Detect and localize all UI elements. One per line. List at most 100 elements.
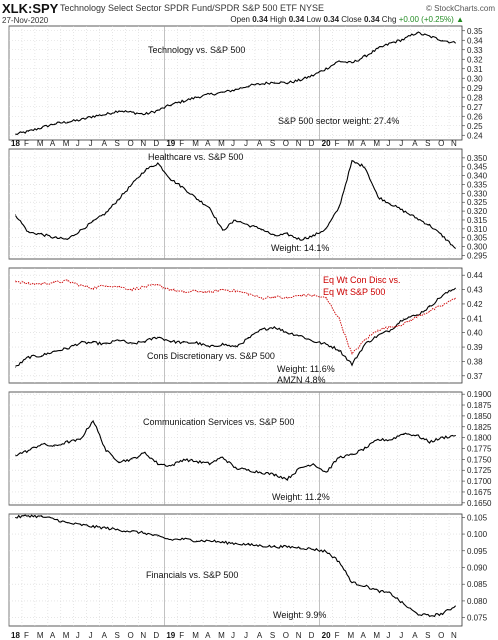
series-line-cons-disc-0: [15, 287, 456, 367]
x-axis-label-bottom: M: [37, 631, 44, 640]
data-point: [28, 131, 29, 132]
data-point: [118, 529, 120, 531]
data-point: [390, 203, 392, 205]
data-point: [222, 289, 223, 290]
y-tick-label-cons-disc: 0.42: [467, 300, 483, 309]
data-point: [442, 39, 443, 41]
data-point: [157, 536, 159, 537]
data-point: [390, 593, 392, 594]
x-axis-label-bottom: O: [438, 631, 444, 640]
data-point: [338, 561, 340, 562]
x-axis-label-top: A: [205, 139, 211, 148]
x-axis-label-top: S: [270, 139, 275, 148]
data-point: [286, 332, 288, 334]
data-point: [170, 539, 172, 541]
y-tick-label-comm-services: 0.1875: [467, 401, 492, 410]
x-axis-label-top: A: [360, 139, 366, 148]
data-point: [144, 452, 146, 454]
x-axis-label-bottom: N: [140, 631, 146, 640]
y-tick-label-financials: 0.090: [467, 563, 488, 572]
data-point: [222, 92, 223, 93]
data-point: [442, 613, 443, 615]
y-tick-label-tech: 0.29: [467, 84, 483, 93]
data-point: [66, 522, 68, 524]
ohlc-close-key: Close: [341, 15, 362, 24]
data-point: [248, 338, 249, 339]
x-axis-label-bottom: F: [24, 631, 29, 640]
x-axis-label-bottom: A: [102, 631, 108, 640]
data-point: [79, 342, 81, 344]
data-point: [235, 346, 236, 348]
x-axis-label-top: F: [335, 139, 340, 148]
x-axis-label-bottom: A: [205, 631, 211, 640]
y-tick-label-tech: 0.28: [467, 93, 483, 102]
y-tick-label-tech: 0.27: [467, 103, 483, 112]
series-line-tech-0: [15, 31, 456, 136]
panel-financials: 0.105 0.100 0.095 0.090 0.085 0.080 0.075 Finan…: [8, 513, 488, 627]
data-point: [209, 207, 211, 208]
data-point: [144, 340, 146, 342]
data-point: [248, 544, 249, 546]
data-point: [131, 343, 133, 345]
data-point: [235, 290, 236, 292]
y-tick-label-healthcare: 0.335: [467, 180, 488, 189]
data-point: [455, 435, 456, 436]
data-point: [92, 526, 94, 528]
data-point: [157, 284, 159, 286]
data-point: [209, 540, 211, 542]
x-axis-label-bottom: S: [115, 631, 120, 640]
y-tick-label-tech: 0.34: [467, 36, 483, 45]
data-point: [299, 335, 301, 336]
chart-annotation: Eq Wt S&P 500: [323, 287, 385, 297]
x-axis-label-bottom: A: [257, 631, 263, 640]
data-point: [364, 56, 366, 57]
series-line-healthcare-0: [15, 159, 456, 249]
y-tick-label-healthcare: 0.330: [467, 189, 488, 198]
data-point: [455, 247, 456, 249]
data-point: [312, 294, 314, 296]
data-point: [209, 292, 211, 293]
chart-annotation: AMZN 4.8%: [277, 375, 326, 385]
data-point: [429, 224, 431, 226]
data-point: [273, 546, 275, 548]
data-point: [312, 235, 314, 237]
y-tick-label-comm-services: 0.1725: [467, 466, 492, 475]
data-point: [92, 287, 94, 289]
y-tick-label-tech: 0.25: [467, 122, 483, 131]
y-tick-label-financials: 0.100: [467, 530, 488, 539]
x-axis-label-bottom: M: [373, 631, 380, 640]
data-point: [118, 198, 120, 200]
x-axis-label-bottom: O: [283, 631, 289, 640]
data-point: [403, 38, 405, 40]
data-point: [118, 461, 120, 462]
x-axis-label-top: A: [50, 139, 56, 148]
data-point: [170, 289, 172, 290]
data-point: [183, 538, 185, 540]
chart-annotation: Weight: 9.9%: [273, 610, 326, 620]
data-point: [131, 289, 133, 290]
chart-annotation: Weight: 11.2%: [272, 492, 330, 502]
x-axis-label-bottom: M: [63, 631, 70, 640]
data-point: [416, 32, 418, 34]
data-point: [66, 239, 68, 240]
x-axis-label-bottom: N: [296, 631, 302, 640]
panel-tech: 0.350.340.330.320.310.300.290.280.270.26…: [8, 25, 483, 141]
data-point: [66, 348, 68, 349]
data-point: [15, 516, 16, 518]
data-point: [144, 169, 146, 171]
data-point: [299, 547, 301, 549]
data-point: [351, 161, 353, 162]
data-point: [53, 518, 55, 520]
data-point: [79, 230, 81, 232]
data-point: [338, 207, 340, 208]
data-point: [364, 585, 366, 587]
data-point: [403, 323, 405, 325]
x-axis-label-top: A: [102, 139, 108, 148]
data-point: [15, 214, 16, 216]
x-axis-label-bottom: M: [192, 631, 199, 640]
symbol-title: XLK:SPY: [2, 1, 59, 16]
data-point: [273, 235, 275, 237]
data-point: [131, 458, 133, 460]
y-tick-label-healthcare: 0.310: [467, 225, 488, 234]
data-point: [40, 443, 42, 445]
